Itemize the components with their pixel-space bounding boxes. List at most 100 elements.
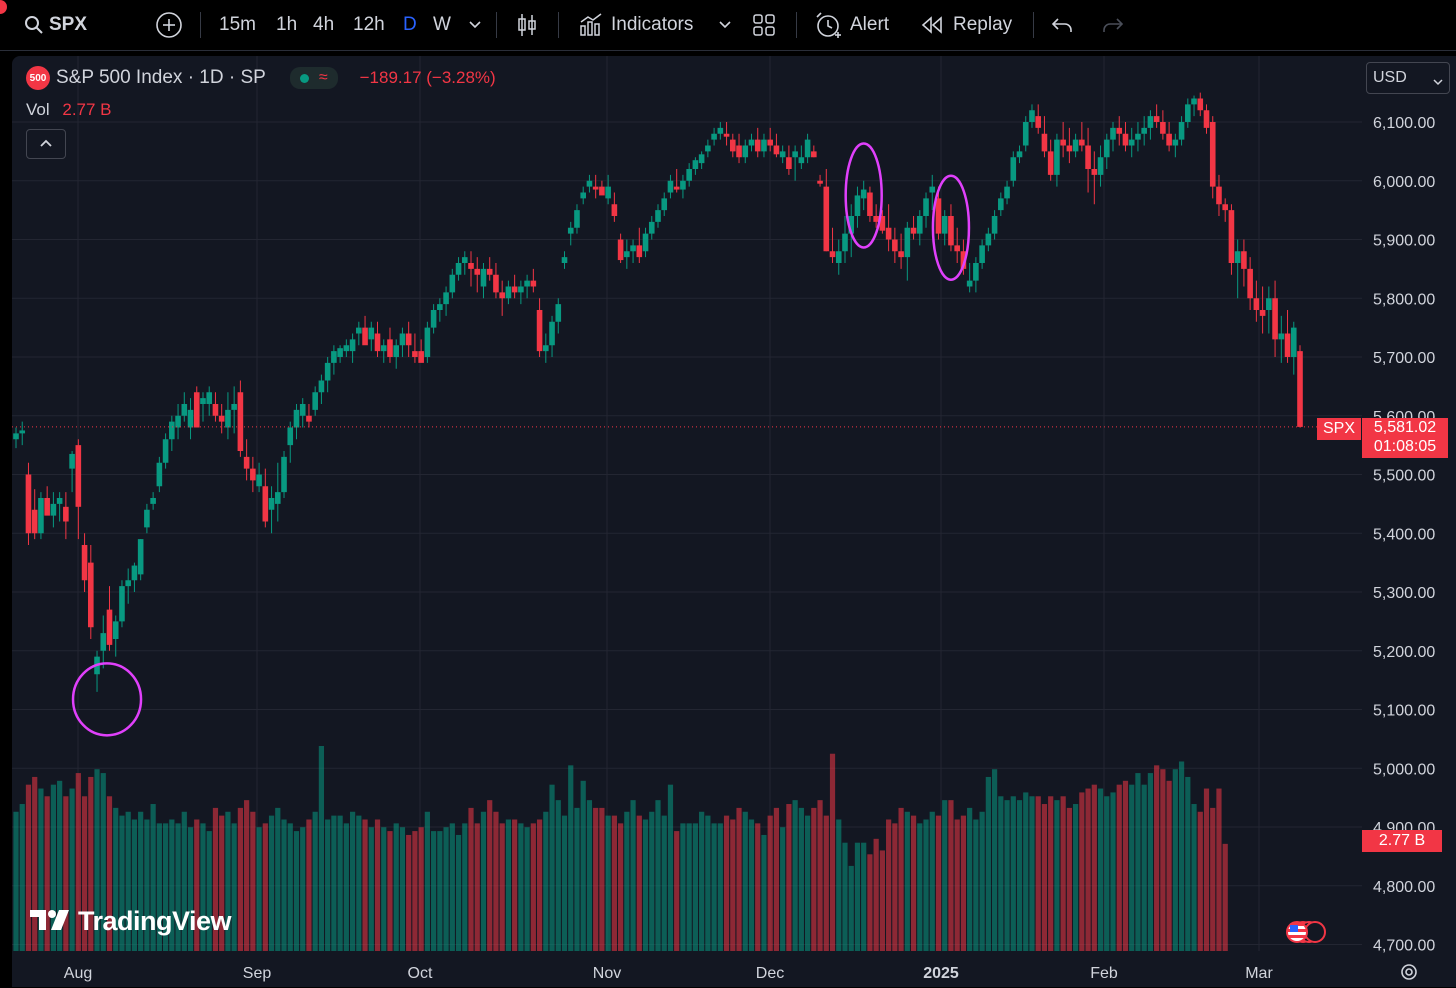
volume-bar bbox=[892, 823, 898, 951]
candle-body bbox=[231, 404, 237, 410]
price-chart[interactable]: 6,100.00 6,000.00 5,900.00 5,800.00 5,700.00… bbox=[12, 56, 1456, 987]
candle bbox=[13, 427, 19, 449]
candle bbox=[885, 204, 892, 252]
volume-bar bbox=[256, 827, 262, 951]
candle bbox=[586, 174, 593, 193]
candle bbox=[1153, 104, 1160, 128]
candle bbox=[430, 304, 437, 334]
volume-bar bbox=[368, 827, 374, 951]
volume-bar bbox=[418, 827, 424, 951]
volume-bar bbox=[942, 800, 948, 951]
candle bbox=[873, 204, 879, 228]
candle-body bbox=[349, 339, 356, 352]
add-circle-icon bbox=[155, 11, 183, 39]
candle bbox=[1185, 98, 1191, 128]
replay-button[interactable]: Replay bbox=[920, 0, 1012, 50]
candle-body bbox=[31, 509, 38, 534]
candle bbox=[811, 145, 817, 158]
candle-body bbox=[1091, 169, 1098, 175]
volume-bar bbox=[1085, 788, 1091, 951]
candle-body bbox=[1016, 151, 1023, 158]
interval-12h[interactable]: 12h bbox=[353, 0, 385, 50]
candle-body bbox=[518, 286, 524, 293]
candles-icon bbox=[515, 12, 539, 38]
volume-bar bbox=[275, 807, 281, 951]
alert-button[interactable]: Alert bbox=[814, 0, 889, 50]
volume-bar bbox=[1129, 784, 1135, 951]
chart-settings-button[interactable] bbox=[1398, 961, 1420, 988]
volume-bar bbox=[512, 819, 518, 951]
candle bbox=[449, 268, 456, 299]
interval-w[interactable]: W bbox=[433, 0, 451, 50]
candle bbox=[44, 486, 50, 516]
interval-dropdown[interactable] bbox=[468, 0, 482, 50]
candle bbox=[181, 392, 188, 422]
price-tick-label: 6,000.00 bbox=[1373, 174, 1435, 191]
candle-body bbox=[742, 145, 749, 158]
candle-body bbox=[680, 180, 686, 190]
volume-bar bbox=[1147, 773, 1154, 951]
chart-type-button[interactable] bbox=[515, 0, 539, 50]
candle bbox=[1060, 122, 1066, 158]
symbol-search-button[interactable]: SPX bbox=[24, 0, 87, 50]
interval-d-active[interactable]: D bbox=[403, 0, 417, 50]
volume-bar bbox=[1191, 804, 1197, 951]
volume-bar bbox=[954, 819, 960, 951]
volume-label: Vol bbox=[26, 100, 50, 119]
candle-body bbox=[524, 280, 530, 287]
candle bbox=[673, 169, 680, 193]
candle bbox=[767, 127, 773, 152]
candle bbox=[156, 456, 163, 493]
volume-bar bbox=[991, 769, 998, 951]
collapse-legend-button[interactable] bbox=[26, 129, 66, 159]
redo-button[interactable] bbox=[1102, 0, 1124, 50]
volume-bar bbox=[1210, 807, 1216, 951]
candle-body bbox=[362, 327, 368, 346]
candle-body bbox=[69, 453, 75, 469]
toolbar-divider bbox=[200, 12, 201, 38]
events-indicator[interactable] bbox=[1286, 921, 1326, 943]
chart-pane[interactable]: 6,100.00 6,000.00 5,900.00 5,800.00 5,700.00… bbox=[12, 56, 1456, 987]
candle-body bbox=[100, 633, 107, 651]
volume-bar bbox=[237, 807, 243, 951]
volume-bar bbox=[767, 815, 773, 951]
candle bbox=[281, 451, 287, 498]
window-dot bbox=[0, 0, 7, 14]
interval-15m[interactable]: 15m bbox=[219, 0, 256, 50]
candle-body bbox=[505, 286, 512, 299]
candle bbox=[125, 568, 131, 604]
indicators-dropdown[interactable] bbox=[718, 0, 732, 50]
volume-bar bbox=[1166, 780, 1172, 951]
interval-4h[interactable]: 4h bbox=[313, 0, 334, 50]
volume-label-value: 2.77 B bbox=[1378, 832, 1426, 849]
currency-select[interactable]: USD bbox=[1366, 62, 1450, 94]
volume-bar bbox=[705, 815, 711, 951]
market-status-badge[interactable]: ≈ bbox=[289, 67, 338, 89]
candle-body bbox=[1054, 139, 1060, 175]
candle bbox=[536, 298, 543, 357]
compare-symbol-button[interactable] bbox=[155, 0, 183, 50]
candle bbox=[50, 492, 57, 528]
indicators-button[interactable]: Indicators bbox=[578, 0, 693, 50]
candle bbox=[1022, 116, 1029, 152]
candle bbox=[56, 492, 63, 522]
candle-body bbox=[75, 445, 82, 507]
candle-body bbox=[162, 439, 169, 463]
volume-bar bbox=[674, 831, 680, 951]
candle-body bbox=[1072, 139, 1079, 152]
volume-bar bbox=[293, 831, 300, 951]
volume-bar bbox=[337, 815, 343, 951]
volume-bar bbox=[699, 811, 705, 951]
candle-body bbox=[25, 474, 32, 534]
undo-button[interactable] bbox=[1051, 0, 1073, 50]
volume-bar bbox=[318, 746, 325, 951]
volume-bar bbox=[244, 800, 250, 951]
volume-bar bbox=[929, 811, 935, 951]
candle-body bbox=[1203, 110, 1210, 128]
interval-1h[interactable]: 1h bbox=[276, 0, 297, 50]
candle-body bbox=[44, 498, 50, 516]
layouts-button[interactable] bbox=[752, 0, 776, 50]
volume-bar bbox=[568, 765, 574, 951]
candle-body bbox=[985, 233, 992, 246]
candle-body bbox=[1222, 204, 1229, 211]
